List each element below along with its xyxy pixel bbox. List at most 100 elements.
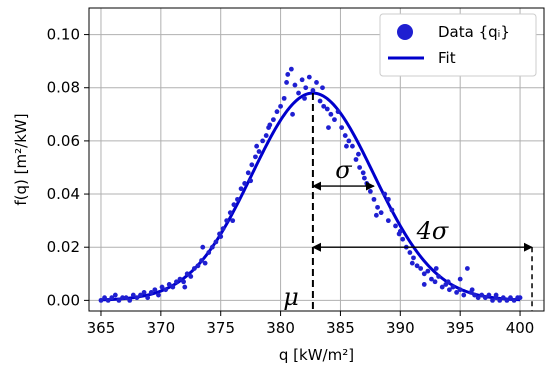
x-tick-label: 365: [87, 319, 116, 337]
data-point: [479, 292, 485, 298]
data-point: [508, 295, 513, 301]
data-point: [242, 181, 248, 186]
data-point: [342, 133, 348, 138]
data-point: [218, 234, 224, 239]
data-point: [344, 143, 349, 149]
data-point: [320, 85, 325, 91]
data-point: [511, 297, 517, 303]
data-point: [375, 204, 380, 210]
data-point: [389, 207, 395, 213]
data-point: [436, 274, 442, 279]
data-point: [170, 284, 176, 290]
data-point: [206, 250, 212, 255]
data-point: [159, 284, 165, 290]
annotations: μ σ 4σ: [283, 93, 533, 311]
data-point: [148, 289, 154, 295]
data-point: [270, 117, 276, 123]
data-point: [134, 295, 140, 301]
data-point: [256, 149, 262, 154]
data-point: [326, 125, 331, 131]
data-point: [292, 82, 298, 88]
data-point: [263, 133, 269, 138]
data-point: [475, 295, 481, 301]
data-point: [290, 111, 295, 117]
x-axis-label: q [kW/m²]: [279, 346, 354, 364]
data-point: [281, 95, 287, 101]
sigma-label: σ: [335, 156, 352, 184]
data-point: [177, 276, 183, 282]
data-point: [433, 266, 439, 271]
data-point: [461, 292, 467, 298]
four-sigma-label: 4σ: [416, 217, 449, 245]
x-tick-label: 385: [326, 319, 355, 337]
data-point: [360, 170, 366, 176]
y-tick-label: 0.02: [47, 238, 80, 256]
data-point: [353, 157, 359, 162]
data-point: [235, 196, 240, 202]
data-point: [182, 284, 188, 290]
data-point: [202, 260, 208, 266]
data-point: [421, 282, 427, 287]
data-point: [200, 244, 206, 250]
data-point: [385, 196, 391, 202]
data-point: [123, 295, 129, 301]
data-point: [188, 274, 194, 279]
data-point: [450, 284, 456, 290]
y-tick-label: 0.04: [47, 185, 80, 203]
y-axis-label: f(q) [m²/kW]: [12, 113, 30, 205]
data-point: [249, 162, 255, 168]
data-point: [174, 279, 179, 285]
data-point: [432, 279, 438, 285]
data-point: [230, 218, 236, 224]
x-tick-label: 380: [266, 319, 295, 337]
data-point: [418, 266, 424, 271]
data-point: [504, 297, 510, 303]
x-tick-label: 400: [506, 319, 535, 337]
data-point: [382, 191, 388, 197]
data-point: [357, 165, 363, 170]
x-tick-label: 395: [446, 319, 475, 337]
data-point: [253, 154, 258, 160]
data-point: [378, 210, 384, 216]
data-point: [227, 210, 233, 216]
ticks: 365 370 375 380 385 390 395 400 0.00 0.02 0.04 0.06…: [47, 26, 535, 337]
data-point: [500, 295, 506, 301]
data-point: [299, 77, 305, 83]
data-point: [486, 292, 492, 298]
x-tick-label: 375: [206, 319, 235, 337]
legend-label-fit: Fit: [438, 49, 456, 67]
legend-box: [379, 13, 537, 77]
data-point: [472, 292, 477, 298]
data-point: [321, 103, 327, 109]
mu-label: μ: [283, 283, 299, 311]
data-point: [127, 297, 133, 303]
legend-label-data: Data {qᵢ}: [438, 23, 510, 41]
data-point: [220, 226, 226, 232]
y-tick-label: 0.10: [47, 26, 80, 44]
data-point: [350, 143, 355, 149]
data-point: [328, 111, 334, 117]
x-tick-label: 390: [386, 319, 415, 337]
data-point: [231, 202, 237, 208]
data-point: [393, 223, 398, 229]
data-point: [367, 188, 373, 194]
data-point: [288, 66, 294, 72]
data-point: [191, 266, 197, 271]
data-point: [145, 295, 151, 301]
data-point: [224, 218, 230, 224]
data-point: [411, 255, 416, 261]
data-point: [141, 289, 147, 295]
data-point: [409, 260, 415, 266]
data-point: [361, 175, 367, 181]
data-point: [260, 138, 266, 144]
data-point: [303, 85, 309, 91]
data-point: [447, 287, 452, 293]
data-point: [302, 95, 307, 101]
data-point: [490, 297, 495, 303]
data-point: [371, 196, 377, 202]
data-point: [238, 186, 244, 192]
data-point: [397, 228, 403, 234]
data-point: [493, 292, 499, 298]
data-point: [400, 236, 406, 242]
